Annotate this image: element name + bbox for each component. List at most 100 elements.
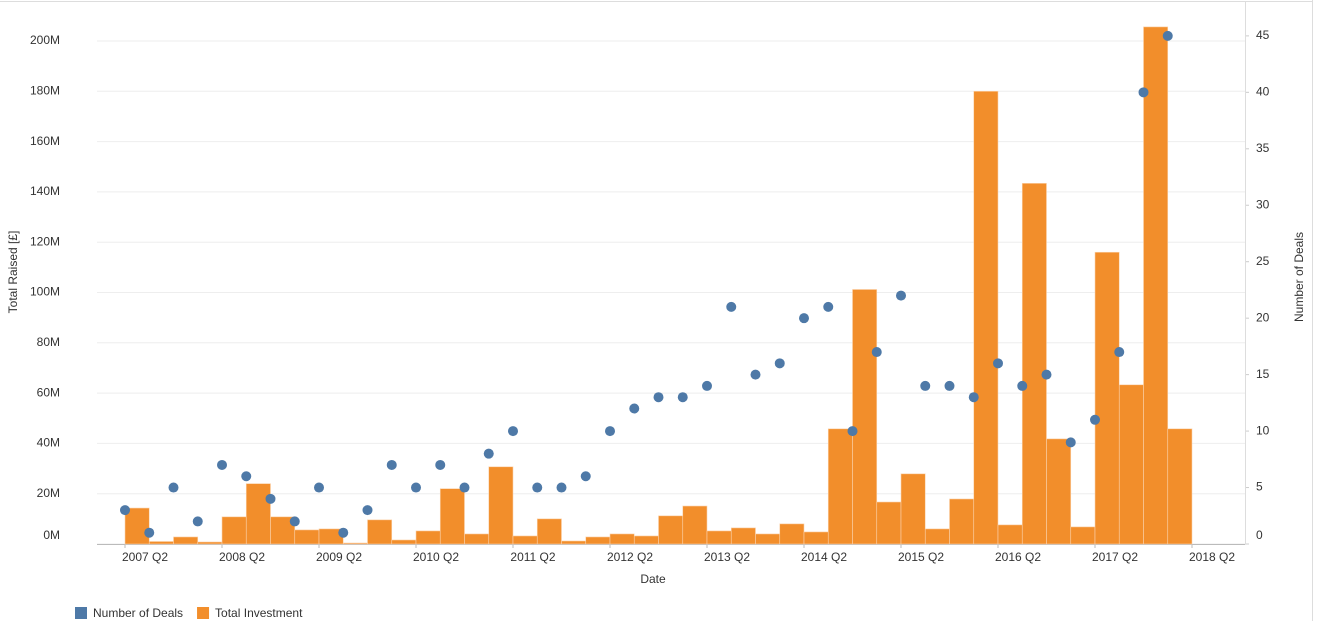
- bar: [245, 483, 271, 545]
- point: [265, 493, 276, 504]
- bar: [464, 533, 490, 545]
- point: [677, 392, 688, 403]
- point: [750, 369, 761, 380]
- y-tick-label: 160M: [30, 134, 60, 148]
- bar: [682, 505, 708, 545]
- bar: [585, 536, 611, 545]
- bar: [755, 533, 781, 545]
- bar: [1070, 526, 1096, 545]
- point: [459, 482, 470, 493]
- point: [386, 459, 397, 470]
- x-tick-label: 2012 Q2: [607, 550, 653, 564]
- bar: [609, 533, 635, 545]
- point: [1114, 347, 1125, 358]
- y2-tick-label: 40: [1256, 85, 1270, 99]
- bar: [706, 530, 732, 545]
- point: [1065, 437, 1076, 448]
- point: [241, 471, 252, 482]
- legend-label: Total Investment: [215, 606, 303, 620]
- point: [823, 301, 834, 312]
- point: [120, 505, 130, 516]
- x-tick-label: 2013 Q2: [704, 550, 750, 564]
- point: [1138, 87, 1149, 98]
- x-tick-label: 2016 Q2: [995, 550, 1041, 564]
- point: [1017, 380, 1028, 391]
- bar: [1118, 384, 1144, 545]
- bar: [173, 536, 199, 545]
- point: [435, 459, 446, 470]
- y2-tick-label: 0: [1256, 528, 1263, 542]
- point: [629, 403, 640, 414]
- point: [192, 516, 203, 527]
- point: [217, 459, 227, 470]
- bar: [997, 524, 1023, 545]
- bar: [730, 527, 756, 545]
- bar: [439, 488, 465, 545]
- bar: [924, 528, 950, 545]
- y2-tick-label: 20: [1256, 310, 1270, 324]
- bar: [415, 530, 441, 545]
- point: [314, 482, 324, 493]
- point: [871, 347, 882, 358]
- y-tick-label: 100M: [30, 285, 60, 299]
- bar: [561, 540, 587, 545]
- point: [702, 380, 712, 391]
- bar: [876, 501, 902, 545]
- legend-swatch: [197, 607, 210, 619]
- y2-tick-label: 10: [1256, 423, 1270, 437]
- bar: [148, 541, 174, 545]
- bar: [1021, 183, 1047, 545]
- point: [556, 482, 567, 493]
- bar: [512, 535, 538, 545]
- y-tick-label: 60M: [37, 385, 60, 399]
- point: [483, 448, 494, 459]
- bar: [221, 516, 247, 545]
- bar: [391, 539, 417, 545]
- bar: [124, 507, 150, 545]
- y2-tick-label: 25: [1256, 254, 1270, 268]
- y-tick-label: 20M: [37, 486, 60, 500]
- bar: [900, 473, 926, 545]
- point: [653, 392, 664, 403]
- bar: [342, 542, 368, 545]
- point: [799, 313, 809, 324]
- point: [726, 301, 737, 312]
- bar: [488, 466, 514, 545]
- point: [993, 358, 1003, 369]
- bar: [367, 519, 393, 545]
- bar: [633, 535, 659, 545]
- y-axis-label: Total Raised [£]: [6, 231, 20, 314]
- legend-label: Number of Deals: [93, 606, 183, 620]
- point: [508, 426, 518, 437]
- point: [920, 380, 931, 391]
- y2-tick-label: 30: [1256, 197, 1270, 211]
- x-tick-label: 2008 Q2: [219, 550, 265, 564]
- bar: [1143, 26, 1169, 545]
- bar: [294, 529, 320, 545]
- point: [1041, 369, 1052, 380]
- y-tick-label: 140M: [30, 184, 60, 198]
- x-tick-label: 2017 Q2: [1092, 550, 1138, 564]
- bar: [1046, 438, 1072, 545]
- y-tick-label: 0M: [43, 528, 60, 542]
- y2-tick-label: 15: [1256, 367, 1270, 381]
- bar: [536, 518, 562, 545]
- bar: [779, 523, 805, 545]
- bar: [1094, 251, 1120, 545]
- bar: [197, 541, 223, 545]
- point: [944, 380, 955, 391]
- point: [1090, 414, 1100, 425]
- x-tick-label: 2018 Q2: [1189, 550, 1235, 564]
- y-tick-label: 80M: [37, 335, 60, 349]
- point: [532, 482, 543, 493]
- legend-swatch: [75, 607, 87, 619]
- y-tick-label: 120M: [30, 234, 60, 248]
- x-tick-label: 2010 Q2: [413, 550, 459, 564]
- point: [144, 527, 155, 538]
- x-tick-label: 2014 Q2: [801, 550, 847, 564]
- x-tick-label: 2009 Q2: [316, 550, 362, 564]
- point: [774, 358, 785, 369]
- bar: [973, 90, 999, 545]
- x-tick-label: 2007 Q2: [122, 550, 168, 564]
